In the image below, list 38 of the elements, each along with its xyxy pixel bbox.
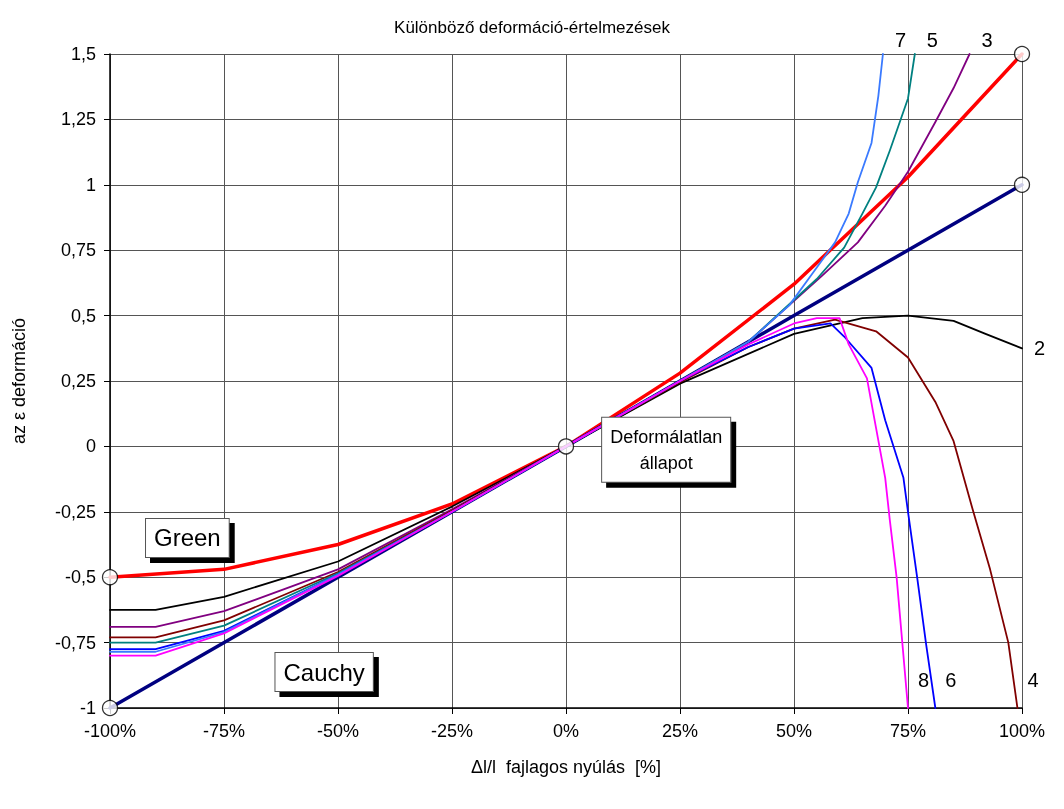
y-tick-label: 1,5: [70, 44, 96, 64]
x-tick-label: 0%: [552, 721, 580, 741]
point: [557, 438, 575, 455]
y-tick-label: -1: [79, 698, 96, 718]
series-label: 7: [894, 29, 907, 51]
point: [1013, 45, 1031, 63]
series-label: 3: [981, 29, 993, 51]
series-label: 5: [926, 29, 938, 51]
point: [1013, 176, 1031, 193]
series-label: 2: [1034, 337, 1046, 360]
chart-title: Különböző deformáció-értelmezések: [394, 18, 671, 37]
y-tick-label: -0,25: [54, 501, 96, 522]
annotation: Cauchy: [283, 658, 365, 686]
x-tick-label: 100%: [998, 721, 1046, 741]
y-tick-label: 0: [85, 436, 96, 457]
series-label: 4: [1027, 669, 1039, 691]
y-tick-label: 0,25: [60, 371, 96, 391]
x-tick-label: -75%: [202, 721, 246, 741]
series-label: 8: [918, 669, 930, 691]
y-tick-label: -0,5: [64, 567, 96, 588]
annotation: Deformálatlan állapot: [610, 426, 723, 473]
point: [101, 569, 119, 586]
point: [101, 699, 119, 717]
y-tick-label: 1,25: [60, 109, 96, 130]
x-tick-label: -50%: [316, 721, 360, 741]
y-tick-label: 0,75: [60, 240, 96, 261]
annotation: Green: [154, 524, 221, 552]
y-tick-label: -0,75: [54, 632, 96, 653]
x-axis-title: Δl/l fajlagos nyúlás [%]: [470, 757, 662, 777]
x-tick-label: 75%: [889, 721, 927, 741]
x-tick-label: 50%: [775, 721, 813, 741]
x-tick-label: 25%: [661, 721, 699, 741]
x-tick-label: -100%: [83, 721, 137, 741]
series-label: 6: [945, 669, 957, 691]
y-tick-label: 0,5: [70, 305, 96, 326]
y-axis-title: az ε deformáció: [9, 317, 29, 445]
x-tick-label: -25%: [430, 721, 474, 741]
y-tick-label: 1: [85, 174, 96, 195]
